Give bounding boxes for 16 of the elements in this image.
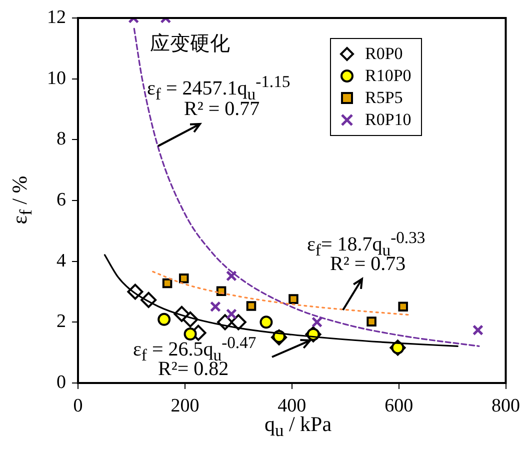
x-tick-label: 200	[170, 395, 200, 416]
annotation: 应变硬化	[150, 32, 230, 57]
legend-label: R10P0	[365, 66, 412, 86]
y-tick-label: 0	[56, 372, 66, 393]
y-tick-label: 10	[47, 68, 66, 89]
x-tick-label: 800	[492, 395, 520, 416]
y-tick-label: 2	[56, 311, 66, 332]
legend-label: R0P10	[365, 110, 412, 130]
y-tick-label: 12	[47, 6, 66, 28]
x-tick-label: 0	[73, 395, 83, 416]
y-tick-label: 4	[56, 250, 66, 272]
y-tick-label: 6	[56, 189, 66, 210]
x-tick-label: 600	[384, 395, 414, 416]
y-tick-label: 8	[56, 128, 66, 150]
legend-label: R5P5	[365, 88, 403, 108]
legend-label: R0P0	[365, 44, 403, 64]
